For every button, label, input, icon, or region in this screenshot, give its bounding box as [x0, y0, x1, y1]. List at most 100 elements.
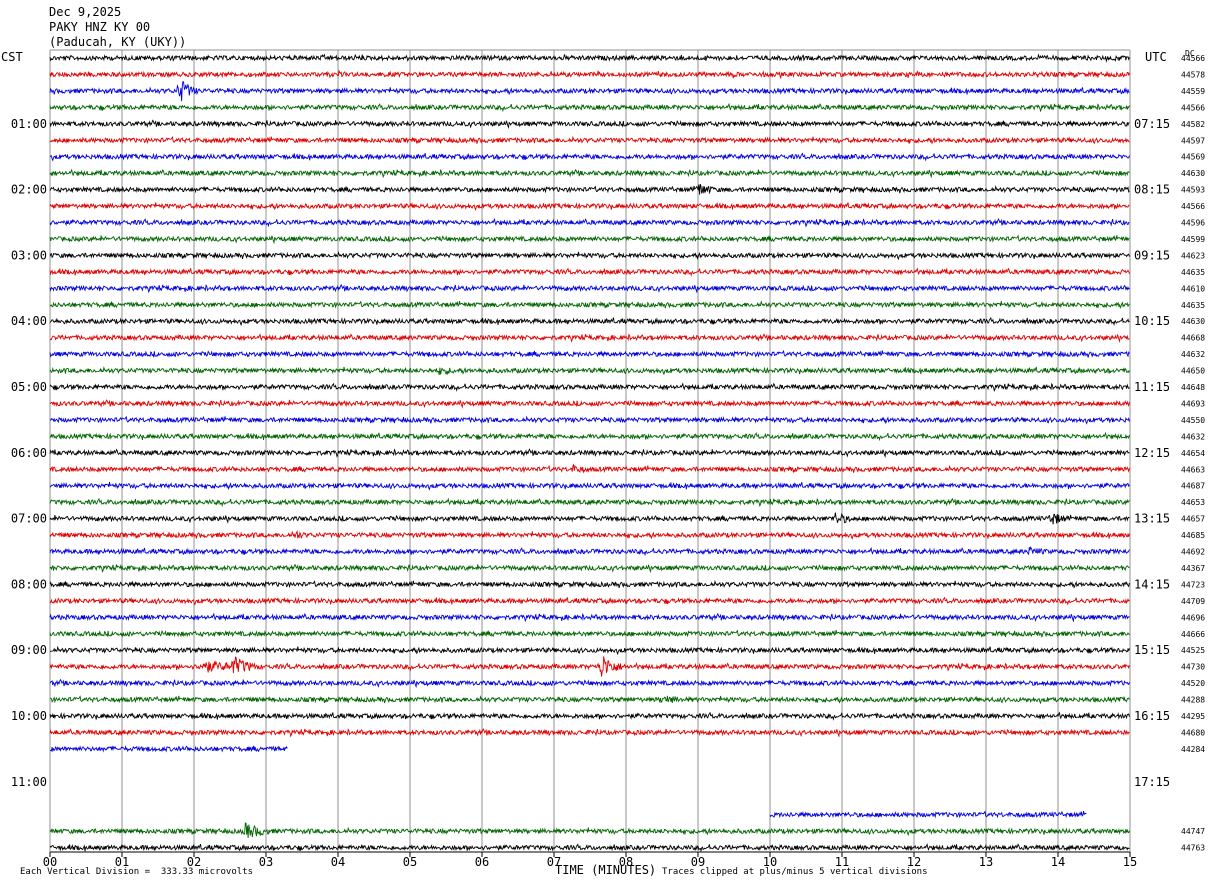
x-tick-label: 03: [259, 855, 273, 869]
x-axis-title: TIME (MINUTES): [555, 863, 657, 877]
seismic-trace: [49, 135, 1130, 145]
seismic-trace: [49, 529, 1130, 540]
seismic-trace: [50, 645, 1130, 656]
x-tick-label: 06: [475, 855, 489, 869]
dc-offset-label: 44680: [1181, 728, 1205, 737]
x-tick-label: 02: [187, 855, 201, 869]
left-hour-label: 06:00: [11, 446, 47, 460]
dc-offset-label: 44284: [1181, 745, 1205, 754]
x-tick-label: 10: [763, 855, 777, 869]
seismic-trace: [769, 810, 1087, 819]
seismic-trace: [49, 822, 1130, 838]
seismic-trace: [49, 842, 1130, 853]
seismic-trace: [49, 152, 1130, 162]
right-hour-label: 13:15: [1134, 512, 1170, 526]
seismic-trace: [49, 333, 1130, 343]
dc-offset-label: 44520: [1181, 679, 1205, 688]
left-hour-label: 08:00: [11, 577, 47, 591]
seismic-trace: [49, 80, 1130, 102]
header-date: Dec 9,2025: [49, 5, 122, 19]
dc-offset-label: 44569: [1181, 153, 1205, 162]
x-tick-label: 12: [907, 855, 921, 869]
dc-offset-label: 44596: [1181, 219, 1205, 228]
seismic-trace: [49, 678, 1130, 689]
dc-offset-label: 44709: [1181, 597, 1205, 606]
seismic-trace: [49, 250, 1130, 261]
dc-offset-label: 44696: [1181, 613, 1205, 622]
seismic-trace: [49, 382, 1130, 392]
seismic-trace: [49, 563, 1130, 574]
dc-offset-label: 44692: [1181, 548, 1205, 557]
dc-offset-label: 44657: [1181, 515, 1205, 524]
dc-offset-label: 44566: [1181, 103, 1205, 112]
dc-offset-label: 44650: [1181, 367, 1205, 376]
left-hour-label: 04:00: [11, 314, 47, 328]
dc-offset-label: 44685: [1181, 531, 1205, 540]
seismic-trace: [49, 300, 1130, 309]
right-hour-label: 17:15: [1134, 775, 1170, 789]
x-tick-label: 09: [691, 855, 705, 869]
seismic-trace: [49, 596, 1130, 606]
dc-offset-label: 44653: [1181, 498, 1205, 507]
seismic-trace: [49, 366, 1130, 376]
seismic-trace: [49, 711, 1130, 721]
seismic-trace: [49, 183, 1130, 195]
seismic-trace: [49, 69, 1130, 80]
dc-offset-label: 44288: [1181, 696, 1205, 705]
dc-offset-label: 44763: [1181, 844, 1205, 853]
left-timezone-label: CST: [1, 50, 23, 64]
dc-offset-label: 44367: [1181, 564, 1205, 573]
x-tick-label: 01: [115, 855, 129, 869]
seismic-trace: [49, 728, 1130, 738]
right-hour-label: 14:15: [1134, 577, 1170, 591]
dc-offset-label: 44654: [1181, 449, 1205, 458]
seismic-trace: [49, 267, 1130, 277]
x-tick-label: 11: [835, 855, 849, 869]
seismic-trace: [49, 629, 1130, 638]
seismic-trace: [49, 168, 1130, 179]
right-hour-label: 07:15: [1134, 117, 1170, 131]
seismic-trace: [49, 546, 1130, 557]
x-tick-label: 00: [43, 855, 57, 869]
x-tick-label: 15: [1123, 855, 1137, 869]
dc-offset-label: 44723: [1181, 580, 1205, 589]
seismic-trace: [49, 448, 1130, 458]
seismic-trace: [49, 217, 1130, 228]
right-hour-label: 08:15: [1134, 183, 1170, 197]
dc-offset-label: 44666: [1181, 630, 1205, 639]
header-location: (Paducah, KY (UKY)): [49, 35, 187, 49]
right-timezone-label: UTC: [1145, 50, 1167, 64]
left-hour-label: 10:00: [11, 709, 47, 723]
seismic-trace: [49, 481, 1130, 491]
header-station: PAKY HNZ KY 00: [49, 20, 151, 34]
left-hour-label: 02:00: [11, 183, 47, 197]
x-tick-label: 04: [331, 855, 345, 869]
dc-offset-label: 44582: [1181, 120, 1205, 129]
left-hour-label: 03:00: [11, 248, 47, 262]
left-hour-label: 07:00: [11, 512, 47, 526]
seismic-trace: [49, 349, 1130, 358]
seismic-trace: [50, 415, 1130, 425]
dc-offset-label: 44648: [1181, 383, 1205, 392]
x-tick-label: 05: [403, 855, 417, 869]
dc-offset-label: 44632: [1181, 432, 1205, 441]
scale-note: Each Vertical Division = 333.33 microvol…: [20, 867, 253, 877]
seismic-trace: [49, 497, 1130, 508]
seismic-trace: [49, 612, 1130, 623]
label-layer: 00 01 02 03 04 05 06 07 08 09 10 11 12 13 14 15 01:00 02:…: [11, 54, 1205, 869]
dc-offset-label: 44630: [1181, 169, 1205, 178]
seismic-trace: [49, 745, 288, 753]
right-hour-label: 11:15: [1134, 380, 1170, 394]
dc-offset-label: 44747: [1181, 827, 1205, 836]
right-hour-label: 15:15: [1134, 643, 1170, 657]
dc-offset-label: 44632: [1181, 350, 1205, 359]
left-hour-label: 05:00: [11, 380, 47, 394]
seismic-trace: [49, 202, 1130, 211]
dc-offset-label: 44578: [1181, 70, 1205, 79]
x-tick-label: 08: [619, 855, 633, 869]
x-tick-label: 14: [1051, 855, 1065, 869]
dc-offset-label: 44550: [1181, 416, 1205, 425]
x-tick-label: 13: [979, 855, 993, 869]
seismic-trace: [50, 695, 1130, 705]
